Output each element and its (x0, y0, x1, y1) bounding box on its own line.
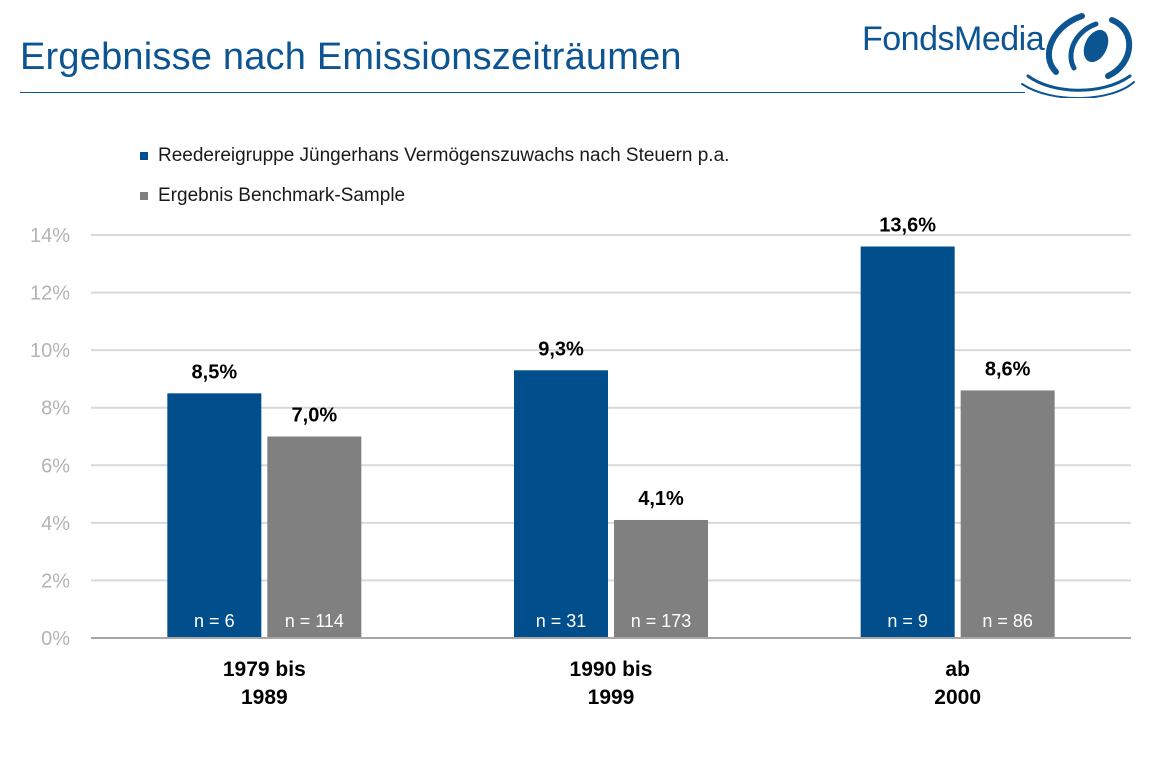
y-tick-label: 6% (41, 455, 70, 477)
bar (267, 436, 362, 638)
x-tick-label: ab (945, 658, 970, 681)
legend-swatch-blue (140, 152, 148, 160)
logo-text: FondsMedia (862, 20, 1045, 58)
y-tick-label: 10% (30, 340, 70, 362)
bar (514, 370, 608, 638)
data-label: 4,1% (638, 488, 684, 510)
legend-item-juengerhans: Reedereigruppe Jüngerhans Vermögenszuwac… (140, 136, 729, 176)
y-tick-label: 0% (41, 628, 70, 650)
fondsmedia-logo: FondsMedia (862, 6, 1142, 99)
x-tick-label: 1990 bis (570, 658, 653, 681)
y-tick-label: 14% (30, 225, 70, 247)
chart-legend: Reedereigruppe Jüngerhans Vermögenszuwac… (140, 136, 729, 216)
data-label: 13,6% (879, 215, 936, 237)
bar (960, 390, 1055, 638)
sample-size-label: n = 114 (285, 611, 344, 631)
bar (860, 246, 955, 638)
sample-size-label: n = 31 (536, 611, 587, 631)
legend-label: Reedereigruppe Jüngerhans Vermögenszuwac… (158, 145, 730, 166)
y-tick-label: 4% (41, 513, 70, 535)
x-tick-label: 1989 (241, 686, 288, 709)
y-tick-label: 12% (30, 283, 70, 305)
title-divider (20, 92, 1025, 93)
sample-size-label: n = 6 (194, 611, 235, 631)
bar (614, 519, 708, 638)
swirl-logo-icon (1012, 6, 1142, 103)
legend-swatch-gray (140, 192, 148, 200)
x-tick-label: 1979 bis (223, 658, 306, 681)
bar (167, 393, 262, 638)
legend-item-benchmark: Ergebnis Benchmark-Sample (140, 176, 729, 216)
data-label: 8,6% (985, 358, 1031, 380)
y-tick-label: 2% (41, 570, 70, 592)
sample-size-label: n = 86 (982, 611, 1033, 631)
page-title: Ergebnisse nach Emissionszeiträumen (20, 36, 682, 78)
x-tick-label: 2000 (934, 686, 981, 709)
data-label: 8,5% (192, 361, 238, 383)
data-label: 9,3% (538, 338, 584, 360)
data-label: 7,0% (292, 405, 338, 427)
y-tick-label: 8% (41, 398, 70, 420)
sample-size-label: n = 9 (887, 611, 928, 631)
sample-size-label: n = 173 (631, 611, 692, 631)
legend-label: Ergebnis Benchmark-Sample (158, 185, 406, 206)
x-tick-label: 1999 (588, 686, 635, 709)
